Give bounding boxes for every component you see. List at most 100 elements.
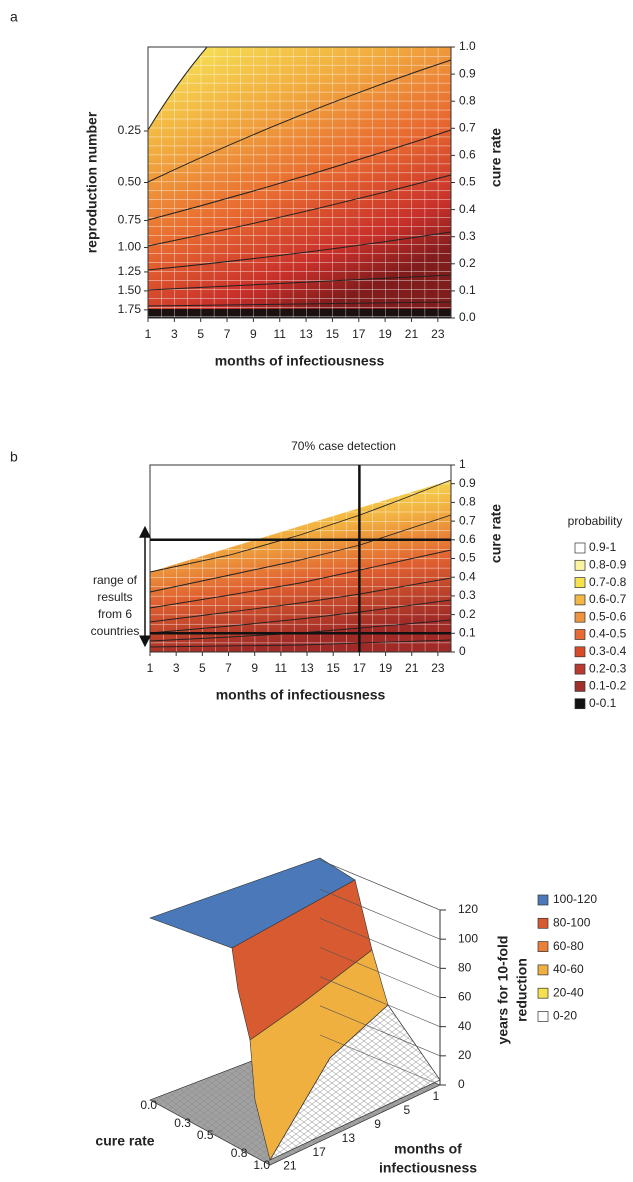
x-tick-label: 11	[275, 661, 288, 675]
legend-label: 60-80	[553, 939, 584, 953]
grid-line	[319, 947, 441, 998]
surface-3d	[149, 857, 441, 1166]
x-tick-label: 7	[224, 327, 231, 341]
y-tick-label: 1.25	[118, 264, 142, 278]
y-tick-label: 1.50	[118, 283, 142, 297]
legend-swatch	[574, 629, 586, 640]
legend-label: 0.7-0.8	[589, 575, 627, 589]
x-tick-label: 1	[147, 661, 154, 675]
y-tick-label: 21	[283, 1159, 297, 1173]
legend-swatch	[537, 964, 549, 976]
y2-tick-label: 0.0	[459, 310, 476, 324]
y2-tick-label: 0.1	[459, 625, 476, 639]
legend-swatch	[574, 646, 586, 658]
y2-tick-label: 0	[459, 644, 466, 658]
z-tick-label: 0	[458, 1077, 465, 1091]
annotation: range of	[93, 573, 138, 587]
y2-tick-label: 0.6	[459, 148, 476, 162]
y2-tick-label: 0.8	[459, 495, 476, 509]
legend-label: 0.8-0.9	[589, 557, 627, 571]
legend-swatch	[537, 917, 549, 929]
x-tick-label: 9	[250, 327, 257, 341]
x-tick-label: 21	[405, 661, 419, 675]
x-axis-label: months of infectiousness	[215, 353, 385, 369]
grid-line	[319, 859, 441, 911]
y-tick-label: 9	[374, 1117, 381, 1131]
x-tick-label: 23	[431, 661, 445, 675]
y2-tick-label: 0.6	[459, 532, 476, 546]
legend-label: 40-60	[553, 962, 584, 976]
x-tick-label: 0.5	[197, 1128, 214, 1142]
legend-swatch	[574, 663, 586, 675]
y2-tick-label: 0.2	[459, 607, 476, 621]
legend-label: 0.3-0.4	[589, 644, 627, 658]
y-tick-label: 1	[433, 1089, 440, 1103]
legend-label: 0.9-1	[589, 540, 617, 554]
heatmap-a	[147, 46, 452, 319]
z-tick-label: 40	[458, 1019, 472, 1033]
legend-label: 0.4-0.5	[589, 627, 627, 641]
legend-label: 0.1-0.2	[589, 679, 627, 693]
z-tick-label: 20	[458, 1048, 472, 1062]
y2-tick-label: 0.4	[459, 202, 476, 216]
annotation: countries	[91, 624, 140, 638]
legend-swatch	[574, 681, 586, 692]
grid-line	[319, 888, 441, 940]
x-tick-label: 21	[405, 327, 419, 341]
y-tick-label: 17	[312, 1145, 326, 1159]
x-tick-label: 9	[251, 661, 258, 675]
legend-swatch	[537, 987, 549, 999]
y2-tick-label: 0.9	[459, 66, 476, 80]
x-tick-label: 13	[299, 327, 313, 341]
z-axis-label: reduction	[514, 958, 530, 1022]
x-tick-label: 15	[326, 327, 340, 341]
x-tick-label: 1	[145, 327, 152, 341]
y-tick-label: 1.75	[118, 302, 142, 316]
x-tick-label: 3	[173, 661, 180, 675]
y2-tick-label: 1	[459, 457, 466, 471]
x-tick-label: 19	[379, 661, 393, 675]
y-tick-label: 0.50	[118, 175, 142, 189]
y-axis-label: reproduction number	[84, 111, 100, 253]
legend-swatch	[574, 577, 586, 588]
x-axis-label: months of infectiousness	[216, 687, 386, 703]
legend-swatch	[574, 559, 586, 571]
legend-swatch	[537, 1011, 549, 1022]
y2-tick-label: 0.5	[459, 551, 476, 565]
y-tick-label: 13	[342, 1131, 356, 1145]
x-tick-label: 0.8	[231, 1146, 248, 1160]
legend-label: 20-40	[553, 985, 584, 999]
grid-line	[319, 918, 441, 969]
legend-swatch	[574, 594, 586, 606]
legend-label: 0.6-0.7	[589, 592, 627, 606]
y2-tick-label: 0.5	[459, 175, 476, 189]
x-tick-label: 13	[300, 661, 314, 675]
y2-tick-label: 0.2	[459, 256, 476, 270]
x-tick-label: 0.0	[140, 1098, 157, 1112]
legend-label: 0-20	[553, 1009, 577, 1023]
y-axis-label: infectiousness	[379, 1160, 477, 1176]
x-tick-label: 5	[199, 661, 206, 675]
z-tick-label: 80	[458, 961, 472, 975]
y-tick-label: 1.00	[118, 240, 142, 254]
x-axis-label: cure rate	[95, 1133, 154, 1149]
legend-label: 0.5-0.6	[589, 609, 627, 623]
x-tick-label: 11	[274, 327, 287, 341]
y-tick-label: 5	[403, 1103, 410, 1117]
y2-tick-label: 0.7	[459, 513, 476, 527]
panel-label: a	[10, 9, 18, 25]
y2-tick-label: 0.1	[459, 283, 476, 297]
x-tick-label: 17	[353, 661, 367, 675]
legend-title: probability	[568, 514, 623, 528]
grid-line	[319, 976, 441, 1027]
z-tick-label: 120	[458, 902, 478, 916]
grid-line	[319, 1034, 441, 1086]
x-tick-label: 7	[225, 661, 232, 675]
annotation: from 6	[98, 607, 132, 621]
legend-swatch	[574, 542, 586, 554]
x-tick-label: 1.0	[253, 1158, 270, 1172]
y2-tick-label: 0.3	[459, 588, 476, 602]
y2-tick-label: 0.7	[459, 120, 476, 134]
y2-axis-label: cure rate	[488, 504, 504, 563]
